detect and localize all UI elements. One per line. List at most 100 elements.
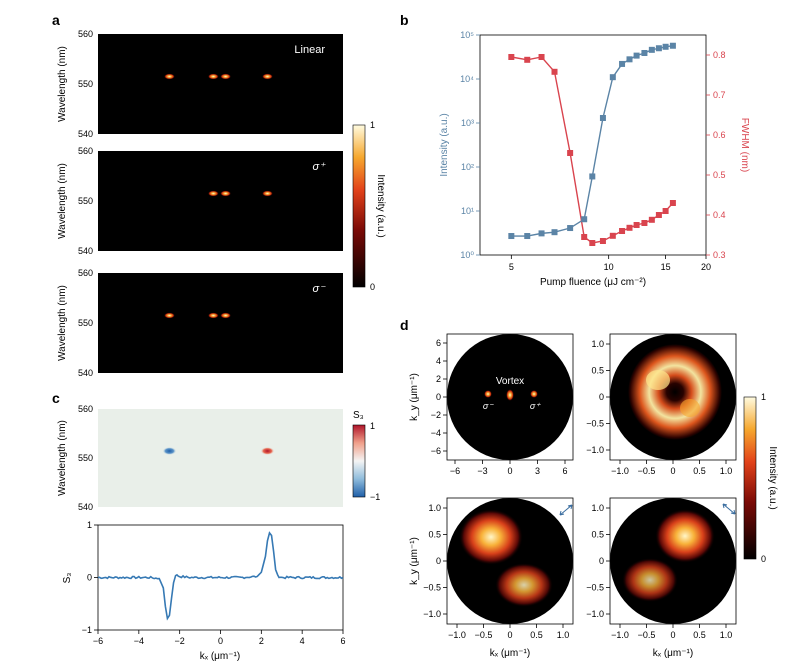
panel-d-ytick-label: 4 (436, 356, 441, 366)
panel-c-xtick-label: 6 (340, 636, 345, 646)
panel-b-intensity-line (511, 45, 673, 237)
panel-b-fwhm-point (655, 212, 662, 218)
panel-label-b: b (400, 12, 409, 28)
panel-b-ytick-left-label: 10⁴ (460, 74, 474, 84)
panel-d-xtick-label: 0 (507, 466, 512, 476)
panel-d-ytick-label: −1.0 (586, 609, 604, 619)
panel-a3-ytick-540: 540 (78, 368, 93, 378)
panel-b-axes (479, 34, 707, 256)
panel-d-ytick-label: 0 (436, 556, 441, 566)
panel-c-colorbar-label: S₃ (353, 410, 364, 421)
panel-b-fwhm-point (581, 234, 588, 240)
panel-d1-sigma-plus-label: σ⁺ (530, 401, 541, 411)
panel-a-label-sigma-minus: σ⁻ (313, 283, 327, 295)
panel-a3-ytick-560: 560 (78, 268, 93, 278)
panel-d-ytick-label: 0 (436, 392, 441, 402)
panel-d-xtick-label: −1.0 (611, 630, 629, 640)
panel-c-xtick-label: −4 (134, 636, 144, 646)
panel-d-xtick-label: 0.5 (693, 466, 706, 476)
panel-a-spot (220, 312, 232, 319)
panel-d-colorbar-max: 1 (761, 392, 766, 402)
panel-d-ytick-label: −1.0 (423, 609, 441, 619)
panel-b-ytick-right-label: 0.8 (713, 50, 726, 60)
panel-b-fwhm-point (648, 216, 655, 223)
panel-a-spot (207, 312, 219, 319)
panel-b-ytick-right-label: 0.7 (713, 90, 726, 100)
panel-d1-vortex-spot (506, 389, 514, 401)
panel-b-intensity-point (641, 49, 648, 56)
panel-b-intensity-point (655, 45, 662, 52)
panel-a-colorbar-label: Intensity (a.u.) (375, 174, 386, 237)
panel-c-xtick-label: 0 (218, 636, 223, 646)
panel-d-top-ylabel: k_y (μm⁻¹) (409, 373, 420, 421)
panel-d4-lobe-upper (655, 509, 715, 563)
panel-a-colorbar-min: 0 (370, 282, 375, 292)
panel-b-intensity-point (524, 233, 531, 240)
panel-a2-ytick-550: 550 (78, 196, 93, 206)
panel-d-xtick-label: 6 (562, 466, 567, 476)
panel-d1-vortex-label: Vortex (496, 376, 524, 387)
panel-b-ylabel-left: Intensity (a.u.) (439, 113, 450, 176)
panel-b-ytick-left-label: 10⁰ (460, 250, 474, 260)
panel-b-ytick-right-label: 0.6 (713, 130, 726, 140)
panel-a1-ylabel: Wavelength (nm) (57, 46, 68, 122)
panel-b-fwhm-point (633, 222, 640, 228)
panel-d-colorbar-min: 0 (761, 554, 766, 564)
panel-a-label-linear: Linear (294, 44, 325, 56)
panel-b-ytick-right-label: 0.5 (713, 170, 726, 180)
panel-b-intensity-point (619, 60, 626, 67)
panel-c-ytick-label: 1 (87, 520, 92, 530)
panel-a1-ytick-560: 560 (78, 29, 93, 39)
panel-a2-ytick-560: 560 (78, 146, 93, 156)
panel-d-xlabel-left: kₓ (μm⁻¹) (490, 648, 530, 659)
panel-b-intensity-point (589, 173, 596, 180)
panel-d: Vortex σ⁻ σ⁺ −6 −3 0 3 6 6 4 2 0 −2 −4 −6 −1.0 −0.5 0 0… (409, 333, 778, 659)
panel-label-a: a (52, 12, 60, 28)
panel-d-xtick-label: 1.0 (720, 630, 733, 640)
panel-d-xtick-label: −0.5 (638, 630, 656, 640)
panel-d-xtick-label: 0 (670, 630, 675, 640)
panel-b-ylabel-right: FWHM (nm) (739, 118, 750, 172)
panel-b-intensity-point (599, 114, 606, 121)
panel-a-spot (207, 190, 219, 197)
panel-b-intensity-point (609, 74, 616, 81)
panel-d2-ring-hotspot-2 (680, 399, 700, 417)
panel-d-xtick-label: 0.5 (530, 630, 543, 640)
panel-b-intensity-point (581, 216, 588, 223)
panel-b-intensity-point (508, 233, 515, 240)
panel-d-ytick-label: 0.5 (428, 530, 441, 540)
panel-a-image-sigma-plus (98, 151, 343, 251)
panel-b-ytick-left-label: 10⁵ (460, 30, 474, 40)
panel-b-fwhm-point (609, 232, 616, 239)
panel-b: 5 10 15 20 10⁰ 10¹ 10² 10³ 10⁴ 10⁵ 0.3 0.4 0.5 0.6 0.7… (439, 30, 750, 288)
panel-a-colorbar-max: 1 (370, 120, 375, 130)
panel-d2-ring-hotspot (646, 370, 670, 390)
panel-c-xlabel: kₓ (μm⁻¹) (200, 651, 240, 662)
panel-c-ylabel: S₃ (62, 573, 73, 584)
panel-d-ytick-label: −0.5 (423, 583, 441, 593)
panel-a-label-sigma-plus: σ⁺ (313, 161, 327, 173)
panel-d-xtick-label: 3 (535, 466, 540, 476)
panel-a-spot (163, 73, 175, 80)
panel-d-ytick-label: 2 (436, 374, 441, 384)
panel-d2-ring (628, 344, 722, 440)
panel-b-fwhm-point (641, 220, 648, 226)
panel-b-fwhm-point (599, 238, 606, 244)
panel-d-ytick-label: 0 (599, 556, 604, 566)
panel-b-intensity-point (633, 52, 640, 59)
panel-b-fwhm-point (567, 150, 574, 156)
panel-b-intensity-point (551, 229, 558, 236)
panel-d-ytick-label: −0.5 (586, 583, 604, 593)
panel-d-xtick-label: −6 (450, 466, 460, 476)
panel-c-ytick-label: −1 (82, 625, 92, 635)
panel-b-fwhm-line (511, 56, 674, 244)
panel-a-spot (220, 190, 232, 197)
panel-d1-sigma-minus-spot (484, 390, 492, 398)
panel-c-top-ylabel: Wavelength (nm) (57, 420, 68, 496)
panel-c-colorbar-min: −1 (370, 492, 380, 502)
panel-b-xlabel: Pump fluence (μJ cm⁻²) (540, 277, 646, 288)
panel-d3-lobe-lower (495, 563, 553, 607)
panel-a-image-sigma-minus (98, 273, 343, 373)
panel-d-colorbar (743, 396, 757, 560)
